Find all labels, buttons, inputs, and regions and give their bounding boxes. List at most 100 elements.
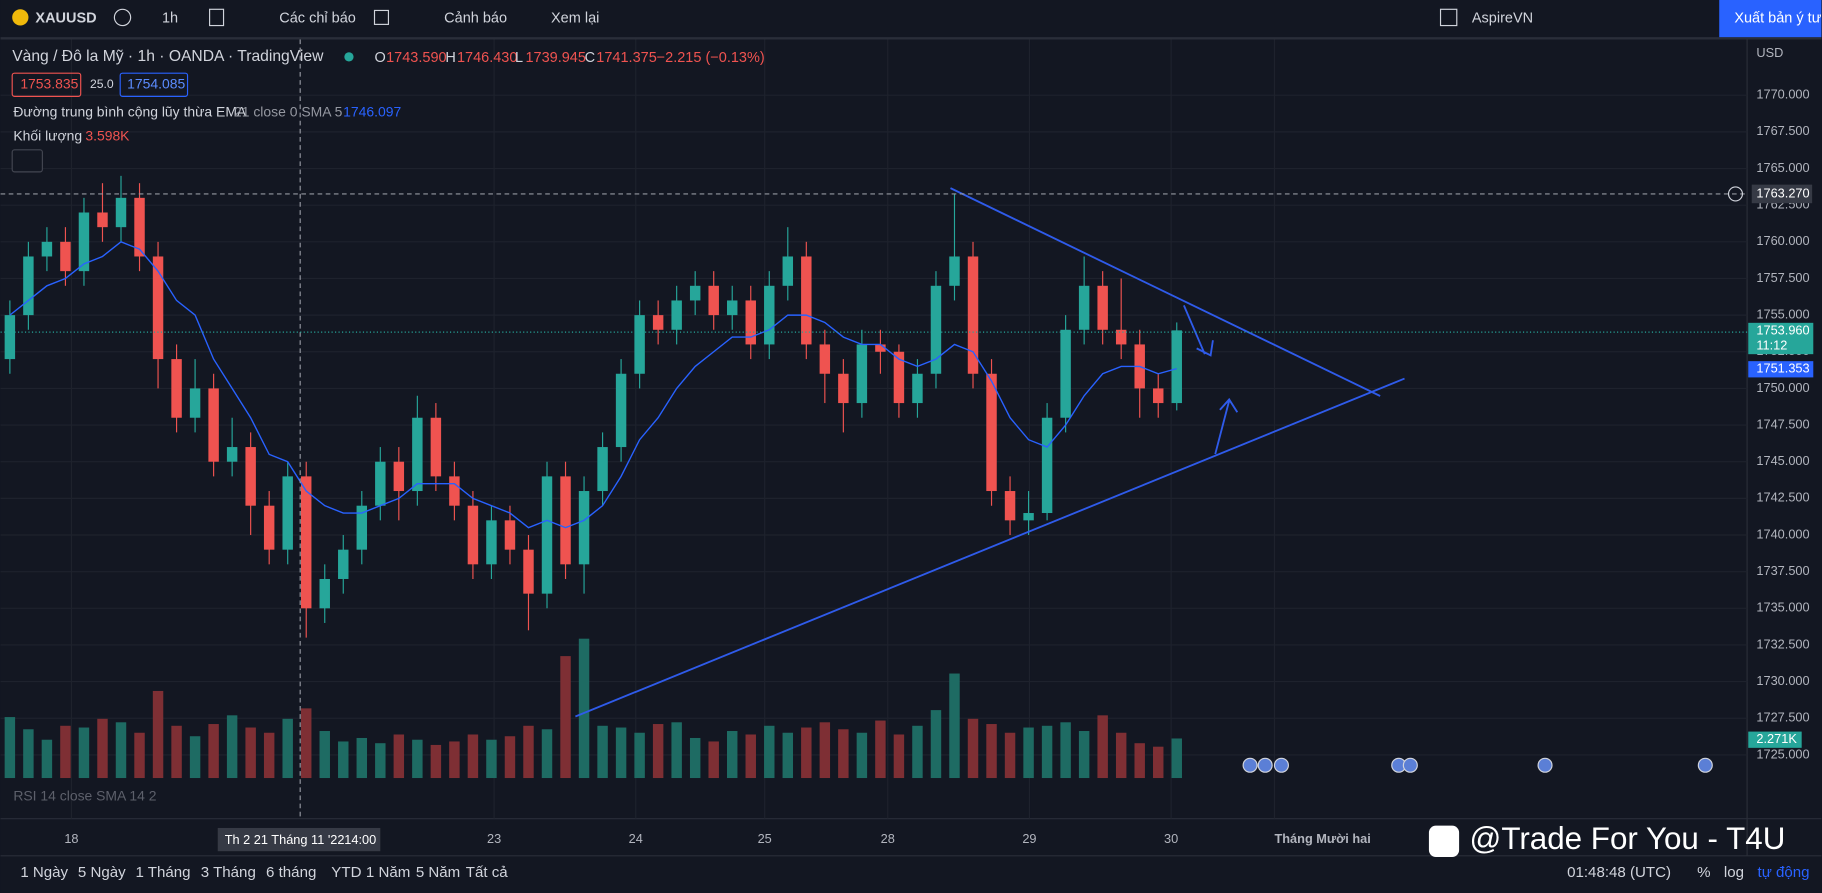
- range-button[interactable]: 1 Năm: [366, 864, 410, 881]
- range-button[interactable]: 1 Tháng: [136, 864, 191, 881]
- bid-box[interactable]: [11, 72, 82, 97]
- range-button[interactable]: 5 Năm: [416, 864, 460, 881]
- bid[interactable]: 1753.835: [20, 75, 78, 91]
- event[interactable]: [1257, 757, 1273, 773]
- plus-button[interactable]: [1727, 186, 1744, 202]
- collapse-button[interactable]: [11, 149, 43, 173]
- range-button[interactable]: 6 tháng: [266, 864, 316, 881]
- time-label: 28: [881, 831, 895, 846]
- candle-body: [356, 505, 368, 550]
- drawings: [575, 187, 1405, 718]
- trend-line[interactable]: [575, 377, 1405, 718]
- change: −2.215 (−0.13%): [657, 50, 765, 66]
- ask-box[interactable]: [119, 72, 189, 97]
- event[interactable]: [1697, 757, 1713, 773]
- candles: [4, 175, 1182, 638]
- ema-badge: [1748, 361, 1814, 378]
- volume-bar: [97, 718, 108, 779]
- price-label: 1737.500: [1756, 563, 1809, 578]
- time-label: 24: [629, 831, 643, 846]
- volume-bar: [1041, 725, 1053, 779]
- volume-bar: [449, 741, 460, 779]
- candle-body: [1153, 388, 1164, 404]
- chart-type-button[interactable]: [209, 8, 225, 27]
- volume-value: 3.598K: [85, 128, 130, 144]
- price-label: 1732.500: [1756, 636, 1809, 651]
- interval[interactable]: 1h: [162, 10, 178, 26]
- replay[interactable]: Xem lại: [551, 10, 599, 26]
- symbol[interactable]: XAUUSD: [35, 10, 96, 26]
- candle-body: [4, 315, 16, 360]
- volume-bar: [764, 725, 775, 779]
- volume-bar: [1153, 746, 1164, 779]
- trend-line[interactable]: [950, 187, 1381, 397]
- candle-body: [393, 461, 405, 492]
- range-button[interactable]: Tất cả: [466, 864, 509, 881]
- candle-body: [967, 256, 979, 374]
- candle-body: [189, 388, 201, 418]
- candle-body: [430, 417, 442, 477]
- auto-toggle[interactable]: tự động: [1758, 864, 1810, 881]
- range-button[interactable]: YTD: [331, 864, 361, 881]
- checkbox[interactable]: [1439, 8, 1458, 27]
- candle-body: [300, 476, 312, 609]
- price-label: 1765.000: [1756, 160, 1809, 175]
- candle-body: [727, 300, 738, 316]
- volume-bar: [727, 731, 738, 779]
- candle-body: [764, 285, 775, 345]
- h-value: 1746.430: [457, 50, 517, 66]
- account[interactable]: AspireVN: [1472, 10, 1533, 26]
- volume-bar: [615, 727, 627, 779]
- volume-bar: [171, 725, 182, 779]
- event[interactable]: [1537, 757, 1553, 773]
- log-toggle[interactable]: log: [1724, 864, 1744, 881]
- volume-bar: [893, 734, 905, 779]
- volume-bar: [467, 734, 479, 779]
- volume-bar: [912, 725, 923, 779]
- event[interactable]: [1273, 757, 1289, 773]
- candle-body: [1060, 329, 1071, 418]
- range-button[interactable]: 5 Ngày: [78, 864, 126, 881]
- alerts[interactable]: Cảnh báo: [444, 10, 507, 26]
- time-label: 30: [1164, 831, 1178, 846]
- volume-bar: [486, 739, 497, 779]
- candle-body: [875, 344, 886, 352]
- rsi-label: RSI 14 close SMA 14 2: [13, 787, 156, 803]
- publish-label[interactable]: Xuất bản ý tư: [1734, 10, 1821, 26]
- volume-bars: [4, 638, 1182, 779]
- candle-body: [467, 505, 479, 565]
- publish-button[interactable]: [1719, 0, 1822, 38]
- candle-body: [1041, 417, 1053, 514]
- range-button[interactable]: 1 Ngày: [20, 864, 68, 881]
- indicators[interactable]: Các chỉ báo: [279, 10, 356, 26]
- compare-button[interactable]: [113, 8, 132, 27]
- candle-body: [319, 578, 330, 609]
- h-label: H: [445, 50, 455, 66]
- layout-button[interactable]: [373, 9, 390, 25]
- candle-body: [1171, 330, 1182, 404]
- volume-badge-value: 2.271K: [1756, 731, 1797, 746]
- candle-body: [245, 447, 256, 506]
- volume-bar: [134, 732, 145, 779]
- volume-bar: [60, 725, 71, 779]
- volume-bar: [597, 725, 608, 779]
- volume-bar: [23, 729, 34, 779]
- range-button[interactable]: 3 Tháng: [201, 864, 256, 881]
- candle-body: [801, 256, 812, 345]
- volume-bar: [1115, 732, 1127, 779]
- volume-bar: [338, 741, 349, 779]
- percent-toggle[interactable]: %: [1697, 864, 1710, 881]
- event[interactable]: [1242, 757, 1258, 773]
- event[interactable]: [1402, 757, 1418, 773]
- volume-bar: [782, 732, 794, 779]
- ema-price: 1751.353: [1756, 361, 1809, 376]
- candle-body: [856, 344, 868, 404]
- candle-body: [115, 197, 127, 228]
- currency[interactable]: USD: [1756, 45, 1783, 60]
- legend-title: Vàng / Đô la Mỹ · 1h · OANDA · TradingVi…: [12, 48, 324, 65]
- ask[interactable]: 1754.085: [127, 75, 185, 91]
- volume-bar: [245, 727, 256, 779]
- candle-body: [1023, 513, 1034, 521]
- volume-bar: [708, 741, 719, 779]
- grid: [0, 39, 1748, 819]
